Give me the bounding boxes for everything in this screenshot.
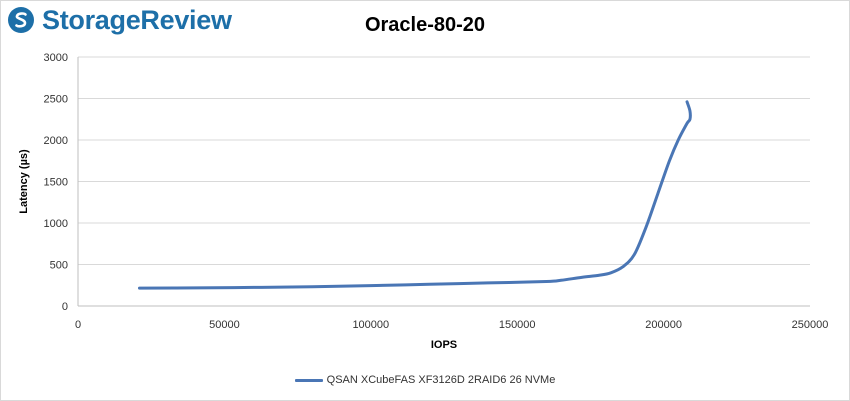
x-axis-title: IOPS [431, 339, 457, 351]
y-axis-title: Latency (µs) [18, 149, 30, 214]
y-tick-label: 2500 [44, 94, 68, 106]
gridlines [78, 56, 810, 265]
legend-label: QSAN XCubeFAS XF3126D 2RAID6 26 NVMe [326, 374, 556, 386]
x-tick-label: 250000 [792, 319, 829, 331]
x-tick-label: 200000 [645, 319, 682, 331]
storagereview-logo-icon [8, 7, 34, 33]
x-tick-label: 100000 [352, 319, 389, 331]
series-line [137, 100, 692, 290]
series-layer [137, 100, 692, 290]
y-tick-label: 0 [62, 301, 68, 313]
legend-swatch [294, 378, 323, 382]
x-tick-label: 150000 [499, 319, 536, 331]
x-tick-label: 50000 [209, 319, 240, 331]
legend: QSAN XCubeFAS XF3126D 2RAID6 26 NVMe [0, 374, 850, 386]
y-tick-label: 1000 [44, 218, 68, 230]
storagereview-logo-text: StorageReview [42, 4, 232, 35]
chart-title: Oracle-80-20 [364, 14, 486, 36]
storagereview-logo: StorageReview [6, 4, 232, 36]
tick-labels: 0 500 1000 1500 2000 2500 3000 0 50000 100000 1500… [44, 52, 829, 331]
axes [77, 57, 810, 307]
y-tick-label: 500 [50, 260, 68, 272]
y-tick-label: 3000 [44, 52, 68, 64]
y-tick-label: 1500 [44, 177, 68, 189]
y-tick-label: 2000 [44, 135, 68, 147]
x-tick-label: 0 [75, 319, 81, 331]
